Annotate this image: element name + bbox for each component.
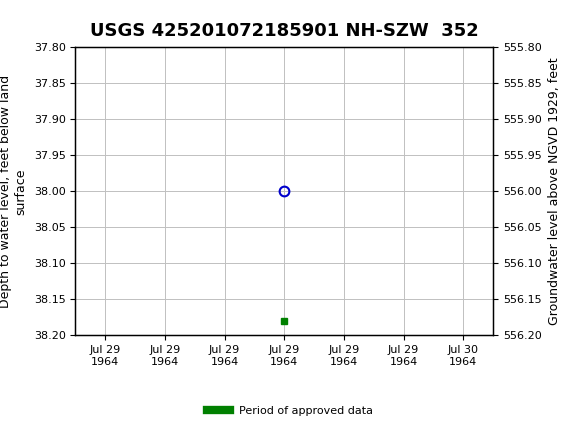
Text: USGS: USGS — [58, 6, 118, 26]
Y-axis label: Depth to water level, feet below land
surface: Depth to water level, feet below land su… — [0, 75, 27, 308]
Title: USGS 425201072185901 NH-SZW  352: USGS 425201072185901 NH-SZW 352 — [90, 22, 478, 40]
Legend: Period of approved data: Period of approved data — [203, 401, 377, 420]
Y-axis label: Groundwater level above NGVD 1929, feet: Groundwater level above NGVD 1929, feet — [549, 58, 561, 325]
